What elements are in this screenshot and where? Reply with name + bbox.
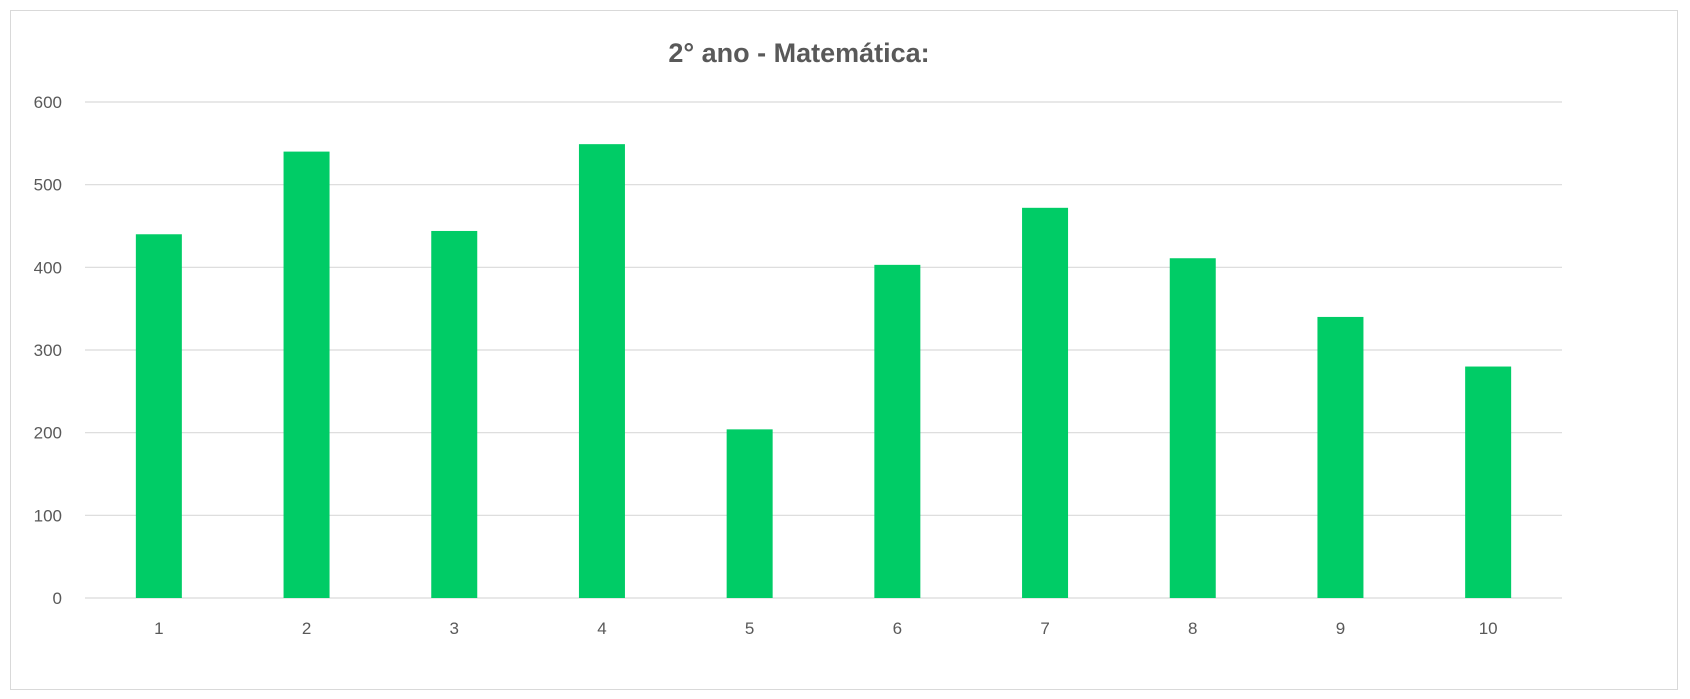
bars bbox=[135, 144, 1512, 598]
x-tick-label: 5 bbox=[745, 619, 754, 638]
bar-5 bbox=[726, 429, 773, 598]
x-axis-ticks: 1 2 3 4 5 6 7 8 9 10 bbox=[154, 619, 1497, 638]
x-tick-label: 4 bbox=[597, 619, 606, 638]
gridlines bbox=[85, 101, 1562, 599]
y-tick-label: 400 bbox=[34, 258, 62, 277]
y-tick-label: 300 bbox=[34, 341, 62, 360]
x-tick-label: 1 bbox=[154, 619, 163, 638]
chart-title: 2° ano - Matemática: bbox=[668, 38, 930, 68]
x-tick-label: 10 bbox=[1479, 619, 1498, 638]
x-tick-label: 2 bbox=[302, 619, 311, 638]
bar-2 bbox=[283, 151, 330, 598]
x-tick-label: 3 bbox=[450, 619, 459, 638]
bar-9 bbox=[1317, 316, 1364, 598]
y-tick-label: 200 bbox=[34, 424, 62, 443]
y-tick-label: 500 bbox=[34, 176, 62, 195]
bar-4 bbox=[578, 144, 625, 598]
x-tick-label: 7 bbox=[1040, 619, 1049, 638]
x-tick-label: 8 bbox=[1188, 619, 1197, 638]
bar-7 bbox=[1022, 207, 1069, 598]
x-tick-label: 9 bbox=[1336, 619, 1345, 638]
bar-3 bbox=[431, 230, 478, 598]
y-tick-label: 100 bbox=[34, 506, 62, 525]
bar-8 bbox=[1169, 258, 1216, 598]
y-tick-label: 0 bbox=[53, 589, 62, 608]
bar-6 bbox=[874, 264, 921, 598]
bar-10 bbox=[1465, 366, 1512, 598]
y-axis-ticks: 0 100 200 300 400 500 600 bbox=[34, 93, 62, 608]
x-tick-label: 6 bbox=[893, 619, 902, 638]
bar-1 bbox=[135, 234, 182, 598]
y-tick-label: 600 bbox=[34, 93, 62, 112]
